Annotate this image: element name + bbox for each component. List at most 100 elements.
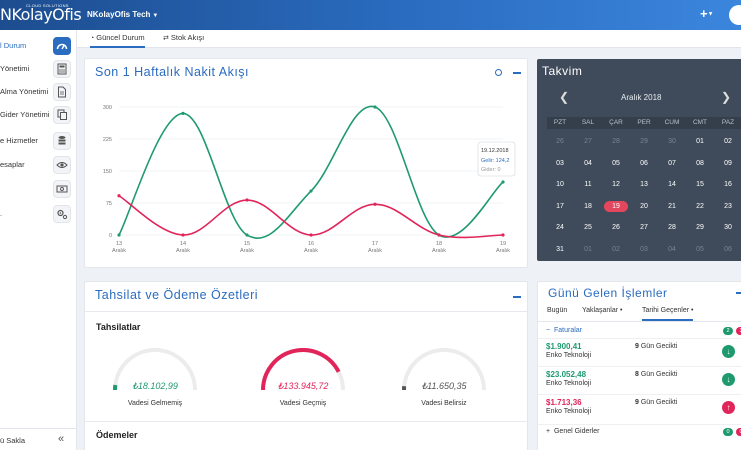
sidebar-item-dashboard[interactable]: l Durum <box>0 35 77 57</box>
clock-icon[interactable] <box>495 69 502 76</box>
calendar-day[interactable]: 19 <box>604 200 628 212</box>
arrow-down-icon[interactable]: ↓ <box>722 345 735 358</box>
transaction-company: Enko Teknoloji <box>546 380 592 387</box>
calendar-day[interactable]: 21 <box>668 202 676 210</box>
quick-add-button[interactable]: +▼ <box>700 7 714 22</box>
calendar-day[interactable]: 15 <box>696 181 704 188</box>
collapse-icon[interactable]: « <box>58 433 65 445</box>
prev-month-icon[interactable]: ❮ <box>559 90 570 104</box>
calendar-day[interactable]: 02 <box>612 245 620 253</box>
tab-overdue[interactable]: Tarihi Geçenler • <box>642 307 694 321</box>
data-point[interactable] <box>501 180 505 184</box>
data-point[interactable] <box>373 202 377 206</box>
logo[interactable]: CLOUD SOLUTIONS NKolayOfis <box>0 3 82 27</box>
calendar-day[interactable]: 28 <box>668 224 676 231</box>
calendar-day[interactable]: 08 <box>696 159 704 167</box>
calendar-day[interactable]: 06 <box>640 159 648 167</box>
group-general-expenses[interactable]: + Genel Giderler 0 0 <box>538 424 741 438</box>
calendar-day[interactable]: 01 <box>696 138 704 145</box>
calendar-day[interactable]: 14 <box>668 181 676 188</box>
calendar-day[interactable]: 29 <box>696 224 704 231</box>
y-tick-label: 150 <box>103 169 112 175</box>
sidebar-item-settings[interactable]: . <box>0 203 77 225</box>
calendar-day[interactable]: 10 <box>556 181 564 188</box>
gauge: ₺133.945,72 Vadesi Geçmiş <box>255 348 351 408</box>
arrow-up-icon[interactable]: ↑ <box>722 401 735 414</box>
calendar-day[interactable]: 17 <box>556 202 564 210</box>
data-point[interactable] <box>309 233 313 237</box>
calendar-day[interactable]: 29 <box>640 138 648 145</box>
calendar-day[interactable]: 25 <box>584 224 592 231</box>
collapse-panel-button[interactable] <box>513 296 521 298</box>
calendar-day[interactable]: 13 <box>640 181 648 188</box>
calendar-day[interactable]: 24 <box>556 224 564 231</box>
x-tick-label: 18 <box>436 241 442 247</box>
transaction-row[interactable]: $23.052,48 Enko Teknoloji 8 Gün Gecikti ↓ <box>538 366 741 392</box>
next-month-icon[interactable]: ❯ <box>721 90 732 104</box>
arrow-down-icon[interactable]: ↓ <box>722 373 735 386</box>
sidebar-footer[interactable]: ü Sakla « <box>0 428 77 450</box>
calendar-day[interactable]: 27 <box>584 138 592 145</box>
calendar-day[interactable]: 11 <box>584 181 592 188</box>
calendar-day[interactable]: 27 <box>640 224 648 231</box>
transaction-amount: $1.713,36 <box>546 398 582 407</box>
group-expenses-label: + Genel Giderler <box>546 428 600 435</box>
sidebar-item-cash[interactable] <box>0 178 77 200</box>
calendar-day[interactable]: 16 <box>724 181 732 188</box>
calendar-day[interactable]: 30 <box>668 138 676 145</box>
calendar-day[interactable]: 26 <box>612 224 620 231</box>
tab-upcoming[interactable]: Yaklaşanlar • <box>582 307 623 314</box>
calendar-day[interactable]: 22 <box>696 202 704 210</box>
sidebar-item-services[interactable]: e Hizmetler <box>0 130 77 152</box>
collapse-panel-button[interactable] <box>513 72 521 74</box>
calendar-day[interactable]: 28 <box>612 138 620 145</box>
data-point[interactable] <box>181 111 185 115</box>
calendar-day[interactable]: 09 <box>724 159 732 167</box>
transaction-row[interactable]: $1.900,41 Enko Teknoloji 9 Gün Gecikti ↓ <box>538 338 741 364</box>
data-point[interactable] <box>117 194 121 198</box>
weekday-label: PER <box>637 119 651 126</box>
calendar-day[interactable]: 03 <box>556 159 564 167</box>
tab-stock-flow[interactable]: ⇄ Stok Akışı <box>163 33 204 48</box>
company-selector[interactable]: NKolayOfis Tech ▼ <box>87 10 158 19</box>
collapse-panel-button[interactable] <box>736 292 741 294</box>
sidebar-item-accounts[interactable]: esaplar <box>0 154 77 176</box>
data-point[interactable] <box>309 189 313 193</box>
data-point[interactable] <box>437 233 441 237</box>
calendar-day[interactable]: 20 <box>640 202 648 210</box>
calendar-day[interactable]: 05 <box>612 159 620 167</box>
calendar-day[interactable]: 23 <box>724 202 732 210</box>
tab-today[interactable]: Bugün <box>547 307 568 314</box>
sidebar-item-purchase[interactable]: Alma Yönetimi <box>0 81 77 103</box>
calendar-day[interactable]: 26 <box>556 138 564 145</box>
sidebar: l Durum Yönetimi Alma Yönetimi Gider Yön… <box>0 30 77 450</box>
transaction-row[interactable]: $1.713,36 Enko Teknoloji 9 Gün Gecikti ↑ <box>538 394 741 420</box>
calculator-icon <box>53 60 71 78</box>
calendar-day[interactable]: 04 <box>668 245 676 253</box>
calendar-day[interactable]: 31 <box>556 245 564 253</box>
calendar-day[interactable]: 30 <box>724 224 732 231</box>
calendar-day[interactable]: 04 <box>584 159 592 167</box>
calendar-day[interactable]: 07 <box>668 159 676 167</box>
group-invoices[interactable]: − Faturalar 2 3 <box>538 324 741 338</box>
calendar-day[interactable]: 03 <box>640 245 648 253</box>
calendar-day[interactable]: 02 <box>724 138 732 145</box>
data-point[interactable] <box>117 233 121 237</box>
sidebar-item-accounting[interactable]: Yönetimi <box>0 58 77 80</box>
calendar-day[interactable]: 01 <box>584 245 592 253</box>
sidebar-item-expenses[interactable]: Gider Yönetimi <box>0 104 77 126</box>
calendar-day[interactable]: 06 <box>724 245 732 253</box>
calendar-day[interactable]: 12 <box>612 181 620 188</box>
calendar-day[interactable]: 05 <box>696 245 704 253</box>
data-point[interactable] <box>245 233 249 237</box>
data-point[interactable] <box>373 105 377 109</box>
calendar-day[interactable]: 18 <box>584 202 592 210</box>
main-tabs: ◔ Güncel Durum ⇄ Stok Akışı <box>77 30 741 48</box>
series-line <box>118 105 504 239</box>
tab-current-status[interactable]: ◔ Güncel Durum <box>90 33 145 48</box>
avatar[interactable] <box>729 5 741 25</box>
data-point[interactable] <box>501 233 505 237</box>
calendar-weekdays: PZT SAL ÇAR PER CUM CMT PAZ <box>547 117 741 129</box>
data-point[interactable] <box>181 233 185 237</box>
data-point[interactable] <box>245 198 249 202</box>
